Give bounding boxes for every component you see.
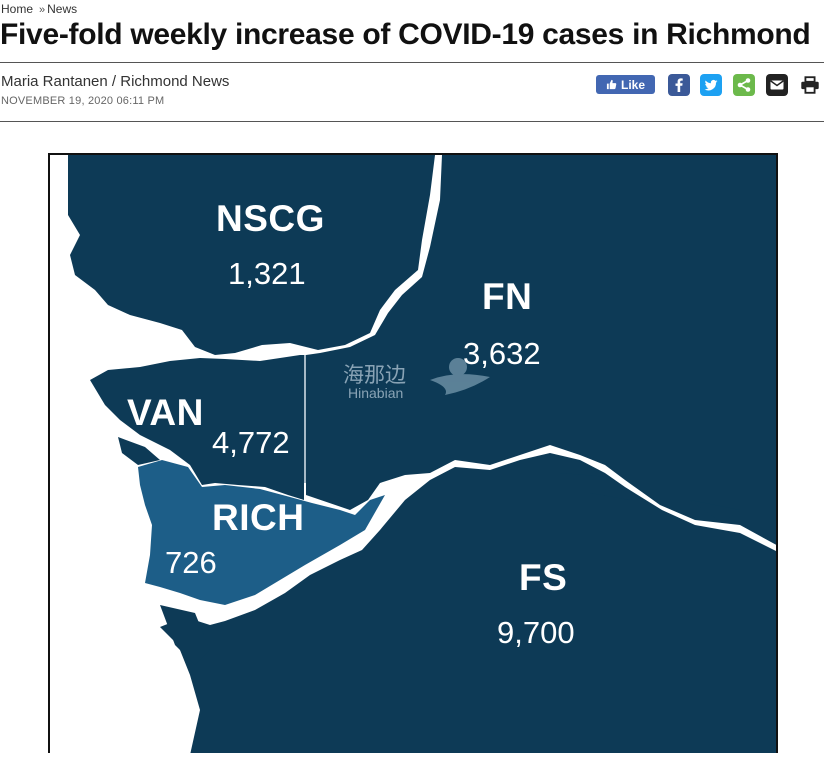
fs-label: FS	[519, 557, 568, 598]
share-icon[interactable]	[733, 74, 755, 96]
facebook-icon[interactable]	[668, 74, 690, 96]
health-region-case-map: NSCG 1,321 FN 3,632 VAN 4,772 RICH 726 F…	[48, 153, 778, 753]
breadcrumb-separator: »	[39, 4, 46, 16]
breadcrumb: Home » News	[1, 2, 77, 16]
map-region-rich	[138, 460, 385, 605]
map-region-van-edge	[118, 437, 160, 465]
breadcrumb-news-link[interactable]: News	[47, 2, 78, 16]
fn-label: FN	[482, 276, 533, 317]
fn-count: 3,632	[463, 336, 541, 371]
article-title: Five-fold weekly increase of COVID-19 ca…	[0, 18, 811, 51]
rich-label: RICH	[212, 497, 305, 538]
print-icon[interactable]	[799, 74, 821, 96]
map-region-fs	[160, 453, 776, 753]
watermark-chinese-text: 海那边	[343, 364, 406, 387]
watermark-english-text: Hinabian	[348, 385, 404, 401]
region-map-graphic	[68, 155, 776, 753]
map-region-van	[90, 355, 304, 500]
byline-divider	[0, 121, 824, 122]
van-label: VAN	[127, 392, 204, 433]
breadcrumb-home-link[interactable]: Home	[1, 2, 34, 16]
article-date: NOVEMBER 19, 2020 06:11 PM	[1, 95, 165, 107]
header-divider	[0, 62, 824, 63]
map-island	[560, 473, 630, 500]
map-region-nscg	[68, 155, 435, 355]
nscg-count: 1,321	[228, 256, 306, 291]
map-region-fn	[306, 155, 776, 545]
email-icon[interactable]	[766, 74, 788, 96]
nscg-label: NSCG	[216, 198, 325, 239]
hinabian-watermark-logo	[430, 358, 490, 395]
facebook-like-button[interactable]: Like	[596, 75, 655, 94]
map-island	[690, 500, 740, 523]
fs-count: 9,700	[497, 615, 575, 650]
like-label: Like	[620, 77, 645, 92]
twitter-icon[interactable]	[700, 74, 722, 96]
rich-count: 726	[165, 545, 217, 580]
article-byline: Maria Rantanen / Richmond News	[1, 73, 230, 90]
van-count: 4,772	[212, 425, 290, 460]
map-island	[160, 605, 210, 665]
thumbs-up-icon	[606, 79, 617, 90]
